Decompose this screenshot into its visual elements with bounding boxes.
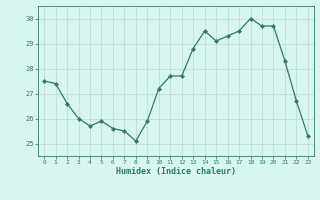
X-axis label: Humidex (Indice chaleur): Humidex (Indice chaleur) (116, 167, 236, 176)
